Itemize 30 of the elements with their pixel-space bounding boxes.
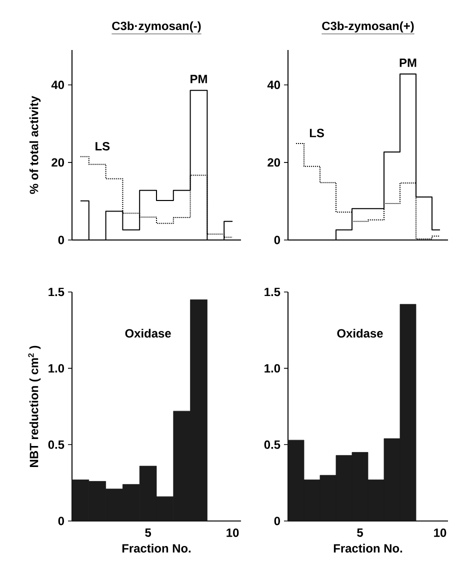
y-tick-label: 40 [267,80,280,90]
y-tick-label: 0 [58,236,64,244]
y-tick-label: 0 [274,236,280,244]
y-axis-title: % of total activity [29,96,41,194]
y-tick-label: 40 [51,80,64,90]
y-tick-label: 0 [58,516,64,526]
y-tick-label: 1.0 [264,364,280,373]
annotation: Oxidase [125,328,171,338]
y-axis-title: NBT reduction ( cm$^{2}$ ) [28,346,41,467]
annotation: Oxidase [337,328,383,338]
chart-title: C3b·zymosan(-) [112,21,201,33]
x-axis-title: Fraction No. [122,544,191,553]
x-tick-label: 5 [357,528,363,537]
y-tick-label: 20 [268,158,280,167]
chart-title: C3b-zymosan(+) [322,21,414,33]
y-tick-label: 0 [274,516,280,526]
x-tick-label: 5 [145,528,152,537]
y-tick-label: 0.5 [264,440,280,449]
x-tick-label: 10 [226,528,239,537]
series-label: LS [96,142,110,150]
x-axis-title: Fraction No. [334,544,402,553]
y-tick-label: 1.5 [48,288,64,296]
y-tick-label: 1.5 [264,288,280,296]
y-tick-label: 20 [52,158,64,167]
series-label: PM [190,74,207,84]
x-tick-label: 10 [434,528,446,537]
y-tick-label: 0.5 [48,440,64,449]
series-label: PM [400,58,416,67]
y-tick-label: 1.0 [48,364,64,373]
series-label: LS [310,128,324,138]
